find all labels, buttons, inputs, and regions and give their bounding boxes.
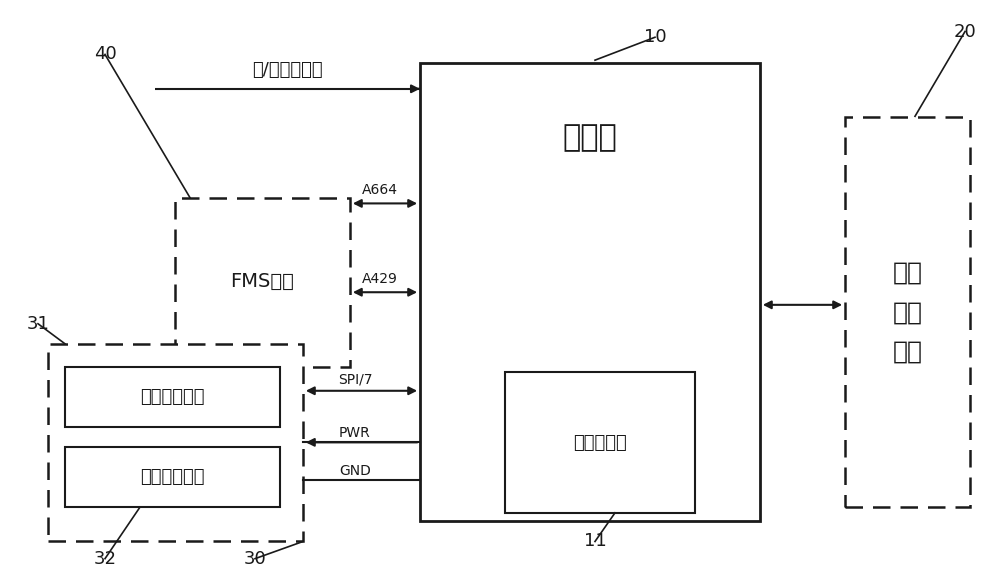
Bar	[420, 63, 760, 521]
Text: 31: 31	[27, 315, 49, 333]
Text: 10: 10	[644, 28, 666, 46]
Bar	[65, 447, 280, 507]
Text: 40: 40	[94, 45, 116, 64]
Text: PWR: PWR	[339, 426, 371, 439]
Text: SPI/7: SPI/7	[338, 372, 372, 386]
Bar	[505, 372, 695, 513]
Text: A664: A664	[362, 183, 398, 197]
Text: GND: GND	[339, 464, 371, 478]
Bar	[65, 367, 280, 427]
Text: 从备份存储器: 从备份存储器	[140, 468, 205, 486]
Text: 30: 30	[244, 550, 266, 568]
Text: FMS设备: FMS设备	[231, 272, 294, 292]
Text: 11: 11	[584, 532, 606, 551]
Text: 内部存储器: 内部存储器	[573, 434, 627, 452]
Text: 20: 20	[954, 22, 976, 41]
Bar	[175, 198, 350, 367]
Text: 空/地指示信号: 空/地指示信号	[252, 61, 322, 79]
Bar	[48, 344, 303, 541]
Bar	[845, 117, 970, 507]
Text: A429: A429	[362, 272, 398, 286]
Text: 地面
维护
设备: 地面 维护 设备	[893, 261, 922, 363]
Text: 32: 32	[94, 550, 116, 568]
Text: 主备份存储器: 主备份存储器	[140, 388, 205, 406]
Text: 处理机: 处理机	[563, 123, 617, 152]
